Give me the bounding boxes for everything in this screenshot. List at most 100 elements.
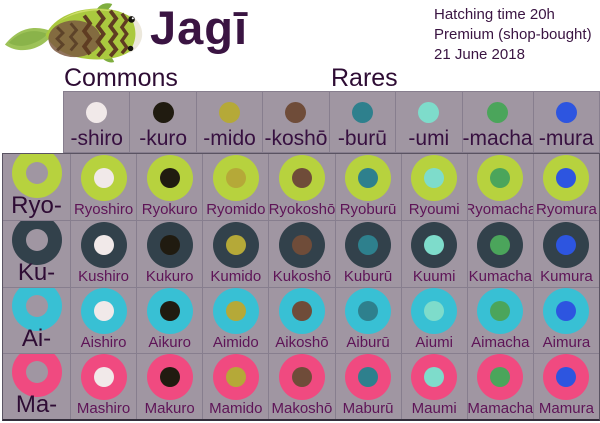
combo-donut bbox=[477, 354, 524, 400]
combo-name-label: Aimido bbox=[212, 333, 259, 351]
combo-donut bbox=[278, 221, 325, 268]
combo-donut bbox=[80, 221, 127, 268]
row-color-donut bbox=[11, 287, 62, 331]
combo-donut bbox=[345, 287, 392, 334]
combo-name-label: Mamido bbox=[209, 400, 263, 417]
combo-center-dot bbox=[556, 234, 577, 255]
color-combo-cell: Mashiro bbox=[70, 352, 137, 419]
combo-center-dot bbox=[159, 168, 180, 189]
column-header-cell: -koshō bbox=[262, 92, 329, 152]
combo-name-label: Makoshō bbox=[271, 400, 333, 417]
color-combo-cell: Kuumi bbox=[400, 220, 467, 287]
combo-center-dot bbox=[225, 168, 246, 189]
combo-name-label: Mamacha bbox=[467, 400, 533, 417]
combo-center-dot bbox=[490, 234, 511, 255]
combo-donut bbox=[477, 287, 524, 334]
color-combo-cell: Mamido bbox=[202, 352, 269, 419]
column-header-cell: -umi bbox=[395, 92, 462, 152]
combo-donut bbox=[543, 155, 590, 202]
color-combo-cell: Maumi bbox=[400, 352, 467, 419]
commons-section-label: Commons bbox=[64, 64, 178, 92]
color-combo-cell: Mamacha bbox=[466, 352, 533, 419]
page-title: Jagī bbox=[150, 1, 249, 54]
combo-center-dot bbox=[358, 168, 379, 189]
color-combo-cell: Kuburū bbox=[334, 220, 401, 287]
combo-name-label: Ryoburū bbox=[339, 201, 397, 219]
color-combo-cell: Aimido bbox=[202, 286, 269, 353]
combo-donut bbox=[345, 221, 392, 268]
combo-center-dot bbox=[358, 234, 379, 255]
rares-section-label: Rares bbox=[331, 64, 398, 92]
color-combo-cell: Makuro bbox=[136, 352, 203, 419]
combo-name-label: Ryomacha bbox=[466, 201, 533, 219]
combo-center-dot bbox=[159, 234, 180, 255]
combo-name-label: Aikuro bbox=[148, 333, 191, 351]
combo-donut bbox=[212, 354, 259, 400]
color-combo-cell: Kukoshō bbox=[268, 220, 335, 287]
grid-row: Ai- Aishiro Aikuro Aimido Aikoshō Aiburū Aiumi… bbox=[3, 286, 599, 353]
combo-donut bbox=[411, 287, 458, 334]
grid-row: Ku- Kushiro Kukuro Kumido Kukoshō Kuburū Kuumi… bbox=[3, 220, 599, 287]
row-prefix-label: Ma- bbox=[15, 391, 58, 418]
hatching-time-text: Hatching time 20h bbox=[434, 6, 555, 23]
combo-center-dot bbox=[93, 234, 114, 255]
combo-center-dot bbox=[424, 367, 445, 387]
combo-donut bbox=[477, 155, 524, 202]
date-text: 21 June 2018 bbox=[434, 46, 525, 63]
combo-name-label: Kukuro bbox=[145, 267, 194, 285]
combo-center-dot bbox=[159, 300, 180, 321]
color-combo-cell: Ryomacha bbox=[466, 154, 533, 221]
combo-center-dot bbox=[424, 300, 445, 321]
row-header-cell: Ai- bbox=[3, 286, 70, 353]
combo-donut bbox=[278, 287, 325, 334]
column-header-cell: -mura bbox=[532, 92, 599, 152]
combo-donut bbox=[278, 155, 325, 202]
combo-center-dot bbox=[291, 234, 312, 255]
color-combo-cell: Ryokoshō bbox=[268, 154, 335, 221]
combo-name-label: Ryomido bbox=[206, 201, 266, 219]
combo-donut bbox=[146, 354, 193, 400]
row-header-cell: Ryo- bbox=[3, 154, 70, 221]
combo-donut bbox=[411, 155, 458, 202]
combo-name-label: Ryomura bbox=[536, 201, 597, 219]
combo-name-label: Mashiro bbox=[76, 400, 131, 417]
premium-text: Premium (shop-bought) bbox=[434, 26, 592, 43]
row-header-cell: Ku- bbox=[3, 220, 70, 287]
combo-donut bbox=[411, 354, 458, 400]
combo-donut bbox=[345, 155, 392, 202]
combo-donut bbox=[212, 287, 259, 334]
column-color-dot bbox=[418, 102, 440, 123]
color-combo-cell: Kumido bbox=[202, 220, 269, 287]
column-suffix-label: -mura bbox=[538, 127, 594, 150]
color-combo-cell: Aishiro bbox=[70, 286, 137, 353]
combo-center-dot bbox=[490, 367, 511, 387]
combo-name-label: Aiburū bbox=[346, 333, 390, 351]
combo-donut bbox=[411, 221, 458, 268]
column-suffix-label: -umi bbox=[408, 127, 450, 150]
combo-name-label: Kukoshō bbox=[272, 267, 332, 285]
combo-name-label: Kushiro bbox=[78, 267, 129, 285]
column-suffix-label: -kuro bbox=[139, 127, 188, 150]
column-suffix-label: -shiro bbox=[70, 127, 123, 150]
combo-name-label: Kuburū bbox=[343, 267, 393, 285]
row-donut-hole bbox=[25, 162, 48, 185]
combo-donut bbox=[80, 354, 127, 400]
row-prefix-label: Ryo- bbox=[11, 192, 62, 220]
combo-donut bbox=[477, 221, 524, 268]
combo-center-dot bbox=[291, 300, 312, 321]
combo-donut bbox=[146, 287, 193, 334]
combo-center-dot bbox=[291, 168, 312, 189]
combo-donut bbox=[543, 287, 590, 334]
combo-center-dot bbox=[291, 367, 312, 387]
combo-donut bbox=[80, 287, 127, 334]
combo-name-label: Kuumi bbox=[412, 267, 456, 285]
color-combo-cell: Makoshō bbox=[268, 352, 335, 419]
column-header-cell: -shiro bbox=[64, 92, 130, 152]
combo-center-dot bbox=[93, 300, 114, 321]
combo-donut bbox=[543, 221, 590, 268]
column-header-cell: -kuro bbox=[129, 92, 196, 152]
combo-center-dot bbox=[225, 367, 246, 387]
column-color-dot bbox=[555, 102, 577, 123]
grid-row: Ma- Mashiro Makuro Mamido Makoshō Maburū Maumi… bbox=[3, 352, 599, 419]
combo-name-label: Makuro bbox=[144, 400, 195, 417]
